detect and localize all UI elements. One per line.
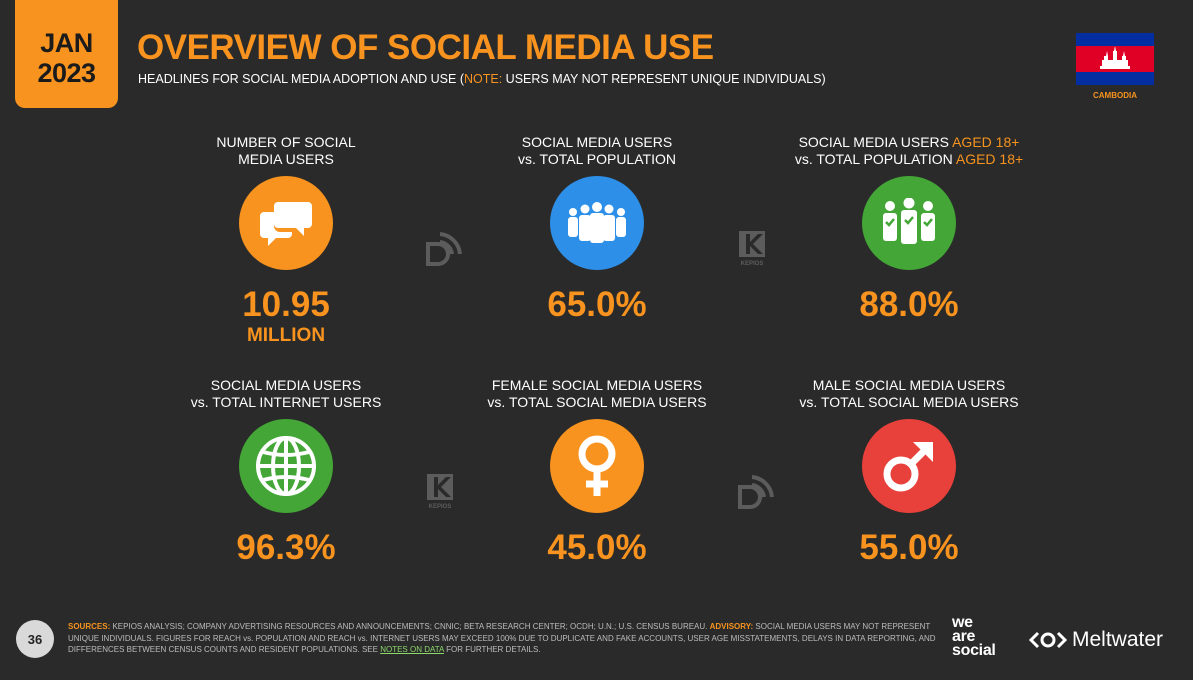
we-are-social-logo: we are social <box>952 614 996 659</box>
stat-card-users-vs-population: SOCIAL MEDIA USERS vs. TOTAL POPULATION … <box>477 134 717 324</box>
stat-label-highlight: AGED 18+ <box>955 151 1024 167</box>
stat-label-line-1: NUMBER OF SOCIAL <box>216 134 356 150</box>
stat-label-line-1: SOCIAL MEDIA USERS <box>210 377 362 393</box>
kepios-watermark-text: KEPIOS <box>428 504 452 510</box>
stat-value: 10.95 <box>242 285 330 324</box>
page-title: OVERVIEW OF SOCIAL MEDIA USE <box>137 28 714 67</box>
datareportal-watermark-icon <box>738 475 774 509</box>
kepios-logo-icon <box>739 231 765 257</box>
date-year: 2023 <box>37 58 96 88</box>
stat-label-line-2: vs. TOTAL SOCIAL MEDIA USERS <box>799 394 1019 410</box>
female-symbol-icon <box>550 419 644 513</box>
sources-text: KEPIOS ANALYSIS; COMPANY ADVERTISING RES… <box>110 622 710 631</box>
country-label: CAMBODIA <box>1093 91 1137 100</box>
sources-note: SOURCES: KEPIOS ANALYSIS; COMPANY ADVERT… <box>68 621 938 656</box>
date-badge: JAN 2023 <box>15 0 118 108</box>
advisory-text: SOCIAL MEDIA USERS MAY NOT REPRESENT UNI… <box>68 622 936 654</box>
sources-tail: FOR FURTHER DETAILS. <box>443 645 541 654</box>
date-month: JAN <box>40 28 93 58</box>
stat-label-line-2: vs. TOTAL SOCIAL MEDIA USERS <box>487 394 707 410</box>
stat-label-line-1: SOCIAL MEDIA USERS AGED 18+ <box>789 134 1029 151</box>
subtitle-pre: HEADLINES FOR SOCIAL MEDIA ADOPTION AND … <box>138 72 464 86</box>
stat-card-social-media-users: NUMBER OF SOCIAL MEDIA USERS 10.95 MILLI… <box>166 134 406 348</box>
stat-label: SOCIAL MEDIA USERS vs. TOTAL POPULATION <box>477 134 717 170</box>
stat-card-users-vs-internet-users: SOCIAL MEDIA USERS vs. TOTAL INTERNET US… <box>166 377 406 567</box>
stat-value: 88.0% <box>859 285 959 324</box>
stat-label-line-1: FEMALE SOCIAL MEDIA USERS <box>491 377 703 393</box>
stat-card-male-users: MALE SOCIAL MEDIA USERS vs. TOTAL SOCIAL… <box>789 377 1029 567</box>
stat-label-part: SOCIAL MEDIA USERS <box>798 134 953 150</box>
stat-label: SOCIAL MEDIA USERS vs. TOTAL INTERNET US… <box>166 377 406 413</box>
stat-label: SOCIAL MEDIA USERS AGED 18+ vs. TOTAL PO… <box>789 134 1029 170</box>
meltwater-logo: Meltwater <box>1028 628 1163 652</box>
stat-value: 45.0% <box>547 528 647 567</box>
brand-line: are <box>952 628 976 645</box>
stat-label: FEMALE SOCIAL MEDIA USERS vs. TOTAL SOCI… <box>477 377 717 413</box>
cambodia-flag-icon <box>1076 33 1154 85</box>
kepios-watermark-text: KEPIOS <box>740 261 764 267</box>
page-number: 36 <box>16 620 54 658</box>
kepios-watermark: KEPIOS <box>736 230 768 267</box>
stat-card-female-users: FEMALE SOCIAL MEDIA USERS vs. TOTAL SOCI… <box>477 377 717 567</box>
meltwater-mark-icon <box>1028 631 1068 649</box>
kepios-watermark: KEPIOS <box>424 473 456 510</box>
datareportal-watermark-icon <box>426 232 462 266</box>
stat-label: NUMBER OF SOCIAL MEDIA USERS <box>166 134 406 170</box>
stat-label: MALE SOCIAL MEDIA USERS vs. TOTAL SOCIAL… <box>789 377 1029 413</box>
stat-label-line-2: MEDIA USERS <box>238 151 334 167</box>
stat-label-line-2: vs. TOTAL POPULATION AGED 18+ <box>789 151 1029 168</box>
kepios-logo-icon <box>427 474 453 500</box>
meltwater-text: Meltwater <box>1072 628 1164 651</box>
sources-key: SOURCES: <box>68 622 111 631</box>
brand-line: we <box>952 614 973 631</box>
subtitle-note: NOTE: <box>464 72 503 86</box>
chat-bubbles-icon <box>239 176 333 270</box>
globe-icon <box>239 419 333 513</box>
people-group-icon <box>550 176 644 270</box>
advisory-key: ADVISORY: <box>709 622 754 631</box>
notes-on-data-link[interactable]: NOTES ON DATA <box>380 645 444 654</box>
stat-label-highlight: AGED 18+ <box>952 134 1020 150</box>
subtitle-post: USERS MAY NOT REPRESENT UNIQUE INDIVIDUA… <box>502 72 826 86</box>
stat-label-line-1: SOCIAL MEDIA USERS <box>521 134 673 150</box>
adults-check-icon <box>862 176 956 270</box>
stat-label-part: vs. TOTAL POPULATION <box>794 151 956 167</box>
stat-label-line-2: vs. TOTAL INTERNET USERS <box>190 394 382 410</box>
stat-label-line-1: MALE SOCIAL MEDIA USERS <box>812 377 1006 393</box>
page-subtitle: HEADLINES FOR SOCIAL MEDIA ADOPTION AND … <box>138 72 826 86</box>
stat-value: 96.3% <box>236 528 336 567</box>
brand-line: social <box>952 642 996 659</box>
stat-unit: MILLION <box>246 325 326 346</box>
stat-value: 65.0% <box>547 285 647 324</box>
stat-value: 55.0% <box>859 528 959 567</box>
stat-card-adult-users-vs-adult-population: SOCIAL MEDIA USERS AGED 18+ vs. TOTAL PO… <box>789 134 1029 324</box>
stat-label-line-2: vs. TOTAL POPULATION <box>518 151 676 167</box>
male-symbol-icon <box>862 419 956 513</box>
